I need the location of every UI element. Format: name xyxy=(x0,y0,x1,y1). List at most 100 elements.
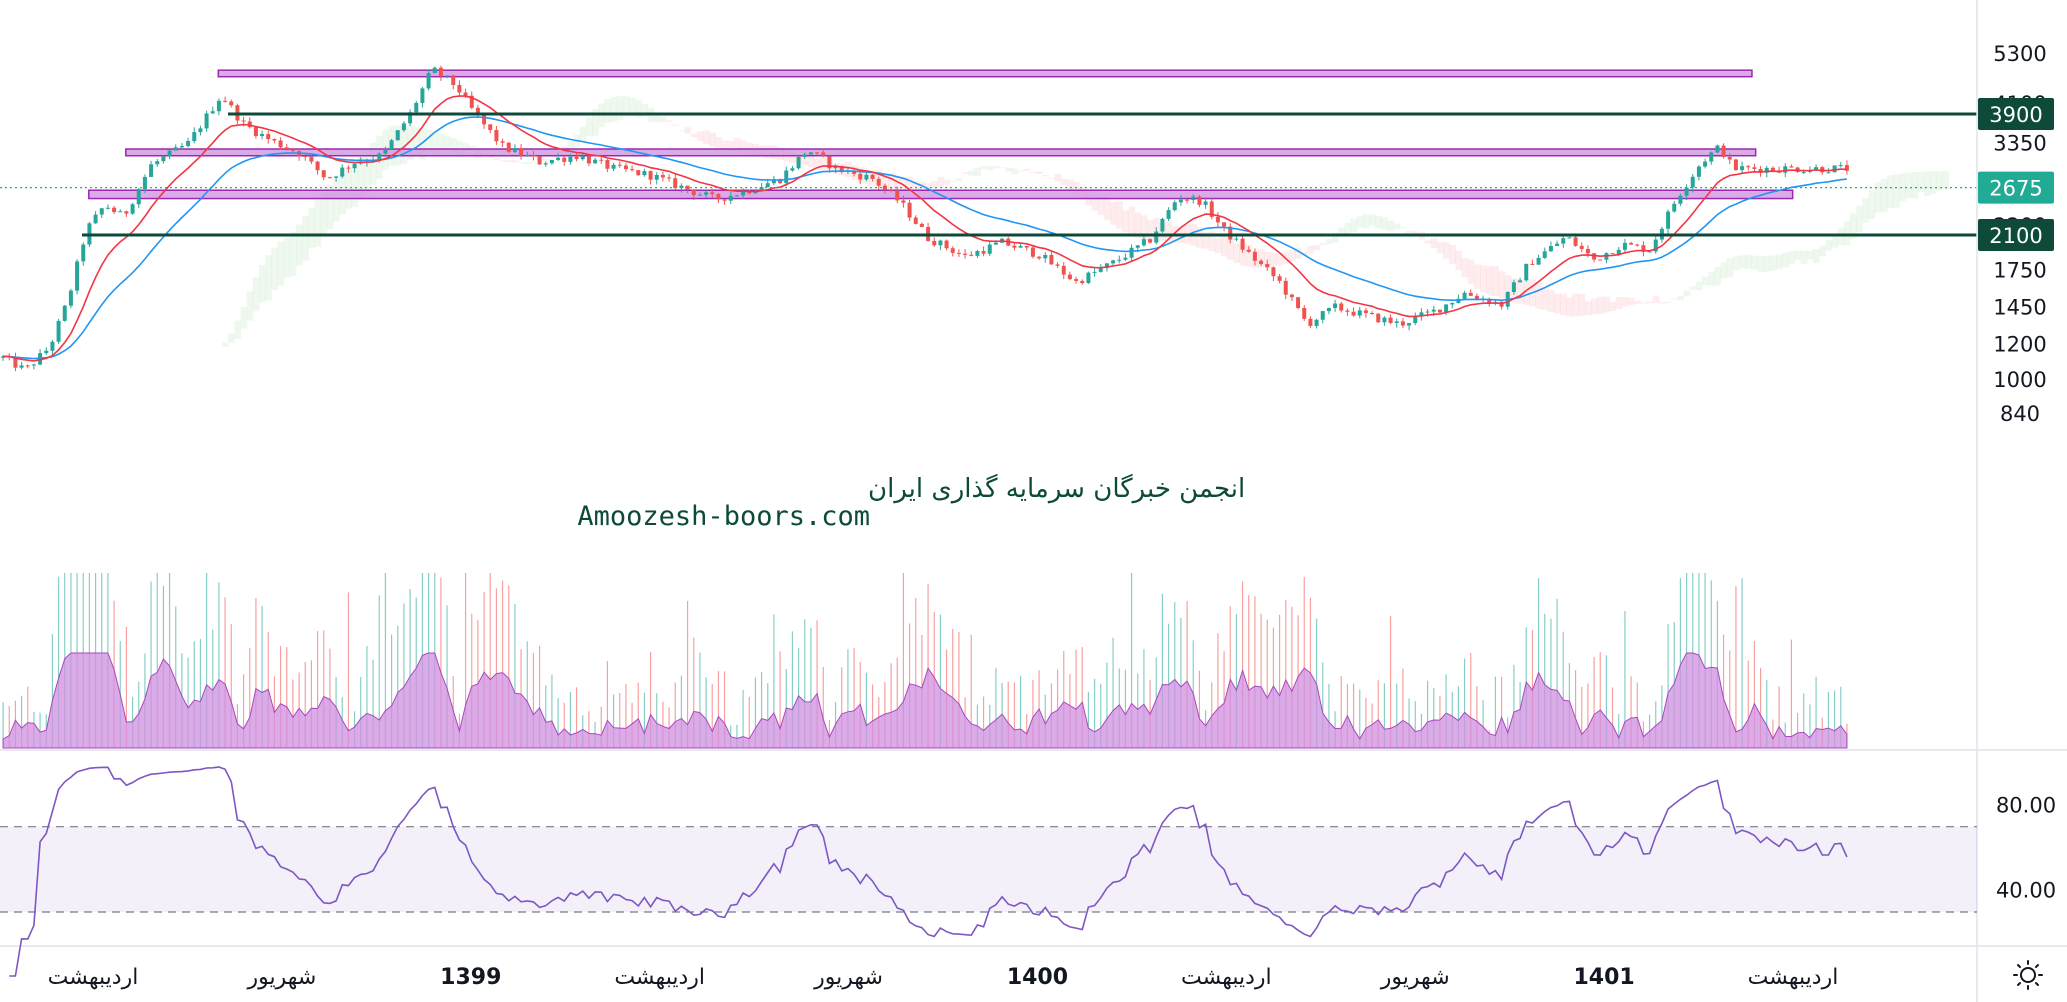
volume-bar xyxy=(1408,698,1410,748)
cloud-segment xyxy=(1455,250,1462,271)
volume-bar xyxy=(1087,691,1090,748)
cloud-segment xyxy=(955,177,963,182)
cloud-segment xyxy=(468,145,476,151)
volume-bar xyxy=(1537,578,1540,748)
volume-bar xyxy=(1365,697,1367,748)
cloud-segment xyxy=(1887,175,1894,209)
candle-body xyxy=(44,350,49,354)
cloud-segment xyxy=(333,178,340,222)
volume-bar xyxy=(563,702,565,748)
candle-body xyxy=(62,305,67,321)
cloud-segment xyxy=(1584,301,1592,316)
cloud-segment xyxy=(999,167,1006,169)
cloud-segment xyxy=(1554,293,1561,314)
price-tick-label: 5300 xyxy=(1993,42,2046,66)
cloud-segment xyxy=(1029,171,1037,173)
candle-body xyxy=(919,223,924,227)
candle-body xyxy=(327,177,332,179)
candle-body xyxy=(987,244,992,254)
cloud-segment xyxy=(530,161,537,163)
candle-body xyxy=(1585,248,1590,254)
cloud-segment xyxy=(1128,206,1136,236)
candle-body xyxy=(1462,292,1467,299)
candle-body xyxy=(167,150,172,157)
candle-body xyxy=(556,157,561,160)
candle-body xyxy=(1357,310,1362,316)
volume-bar xyxy=(20,695,23,748)
volume-bar xyxy=(1433,688,1435,748)
volume-bar xyxy=(1550,618,1552,748)
volume-bar xyxy=(1463,658,1466,748)
time-axis[interactable]: اردیبهشت شهریور 1399 اردیبهشت شهریور 1400 اردی… xyxy=(48,965,1839,990)
volume-bar xyxy=(1747,660,1749,748)
cloud-segment xyxy=(518,162,525,164)
candle-body xyxy=(512,148,517,152)
volume-bar xyxy=(1217,633,1219,748)
cloud-segment xyxy=(1122,210,1129,233)
candle-body xyxy=(1678,195,1683,204)
volume-bar xyxy=(1180,617,1182,748)
candle-body xyxy=(1610,253,1615,255)
volume-bar xyxy=(446,605,448,748)
cloud-segment xyxy=(271,247,278,291)
candle-body xyxy=(1123,257,1128,260)
cloud-segment xyxy=(1387,220,1395,232)
volume-bar xyxy=(551,674,553,748)
cloud-segment xyxy=(1794,250,1802,260)
candle-body xyxy=(1055,264,1060,266)
volume-bar xyxy=(779,651,781,748)
candle-body xyxy=(765,183,770,188)
candle-body xyxy=(142,176,147,190)
rsi-axis: 80.00 40.00 xyxy=(1996,793,2056,902)
cloud-segment xyxy=(567,141,574,150)
time-tick-label: اردیبهشت xyxy=(48,965,139,990)
cloud-segment xyxy=(1942,170,1950,190)
volume-bar xyxy=(193,641,195,748)
volume-bar xyxy=(27,686,29,748)
candle-body xyxy=(1376,313,1381,323)
cloud-segment xyxy=(462,143,470,152)
time-tick-label: شهریور xyxy=(246,965,316,990)
volume-bar xyxy=(699,652,701,748)
candle-body xyxy=(1018,245,1023,248)
cloud-segment xyxy=(925,183,932,190)
cloud-segment xyxy=(1091,195,1099,211)
cloud-segment xyxy=(733,137,741,153)
candle-body xyxy=(1148,239,1153,243)
volume-bar xyxy=(212,629,214,748)
volume-bar xyxy=(1470,652,1472,748)
price-badge-label: 2100 xyxy=(1989,224,2042,248)
watermark: انجمن خبرگان سرمایه گذاری ایران Amoozesh… xyxy=(577,473,1245,532)
candle-body xyxy=(1382,317,1387,323)
cloud-segment xyxy=(1683,290,1691,297)
cloud-segment xyxy=(1658,302,1666,304)
volume-bar xyxy=(1063,651,1065,748)
volume-bar xyxy=(495,588,498,748)
candle-body xyxy=(1758,168,1763,173)
candle-body xyxy=(759,187,764,192)
volume-bar xyxy=(754,677,757,748)
settings-icon[interactable] xyxy=(2013,960,2043,990)
ema-fast-line xyxy=(3,95,1847,362)
candle-body xyxy=(1209,201,1214,217)
candle-body xyxy=(1296,297,1301,308)
volume-bar xyxy=(1815,676,1817,748)
volume-bar xyxy=(711,683,713,748)
candle-body xyxy=(1814,167,1819,170)
candle-body xyxy=(1061,265,1066,275)
volume-bar xyxy=(1611,687,1614,748)
cloud-segment xyxy=(542,158,550,162)
candle-body xyxy=(1567,237,1572,239)
cloud-segment xyxy=(450,138,457,153)
candle-body xyxy=(463,92,468,96)
volume-bar xyxy=(323,630,325,748)
volume-bar xyxy=(1667,624,1669,748)
candle-body xyxy=(1037,256,1042,259)
cloud-segment xyxy=(1769,255,1777,271)
candle-body xyxy=(1,356,6,358)
cloud-segment xyxy=(1239,242,1247,266)
horizontal-levels[interactable] xyxy=(0,112,1977,237)
volume-bar xyxy=(464,573,467,748)
candle-body xyxy=(1444,304,1449,313)
